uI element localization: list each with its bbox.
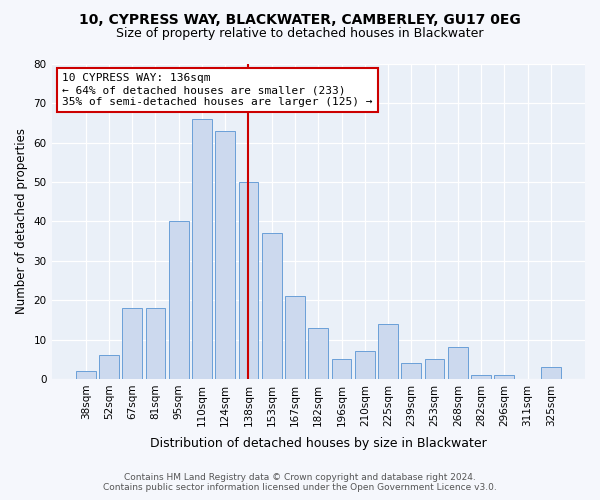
Bar — [541, 367, 561, 379]
Bar — [99, 356, 119, 379]
Bar — [146, 308, 166, 379]
Bar — [494, 375, 514, 379]
Bar — [215, 131, 235, 379]
Text: 10 CYPRESS WAY: 136sqm
← 64% of detached houses are smaller (233)
35% of semi-de: 10 CYPRESS WAY: 136sqm ← 64% of detached… — [62, 74, 373, 106]
Bar — [425, 359, 445, 379]
Y-axis label: Number of detached properties: Number of detached properties — [15, 128, 28, 314]
Bar — [471, 375, 491, 379]
Text: 10, CYPRESS WAY, BLACKWATER, CAMBERLEY, GU17 0EG: 10, CYPRESS WAY, BLACKWATER, CAMBERLEY, … — [79, 12, 521, 26]
Text: Size of property relative to detached houses in Blackwater: Size of property relative to detached ho… — [116, 28, 484, 40]
Bar — [169, 222, 188, 379]
Bar — [122, 308, 142, 379]
Bar — [308, 328, 328, 379]
X-axis label: Distribution of detached houses by size in Blackwater: Distribution of detached houses by size … — [150, 437, 487, 450]
Bar — [401, 363, 421, 379]
Bar — [332, 359, 352, 379]
Bar — [378, 324, 398, 379]
Text: Contains HM Land Registry data © Crown copyright and database right 2024.
Contai: Contains HM Land Registry data © Crown c… — [103, 473, 497, 492]
Bar — [76, 371, 95, 379]
Bar — [355, 352, 374, 379]
Bar — [239, 182, 259, 379]
Bar — [262, 234, 281, 379]
Bar — [285, 296, 305, 379]
Bar — [448, 348, 468, 379]
Bar — [192, 119, 212, 379]
